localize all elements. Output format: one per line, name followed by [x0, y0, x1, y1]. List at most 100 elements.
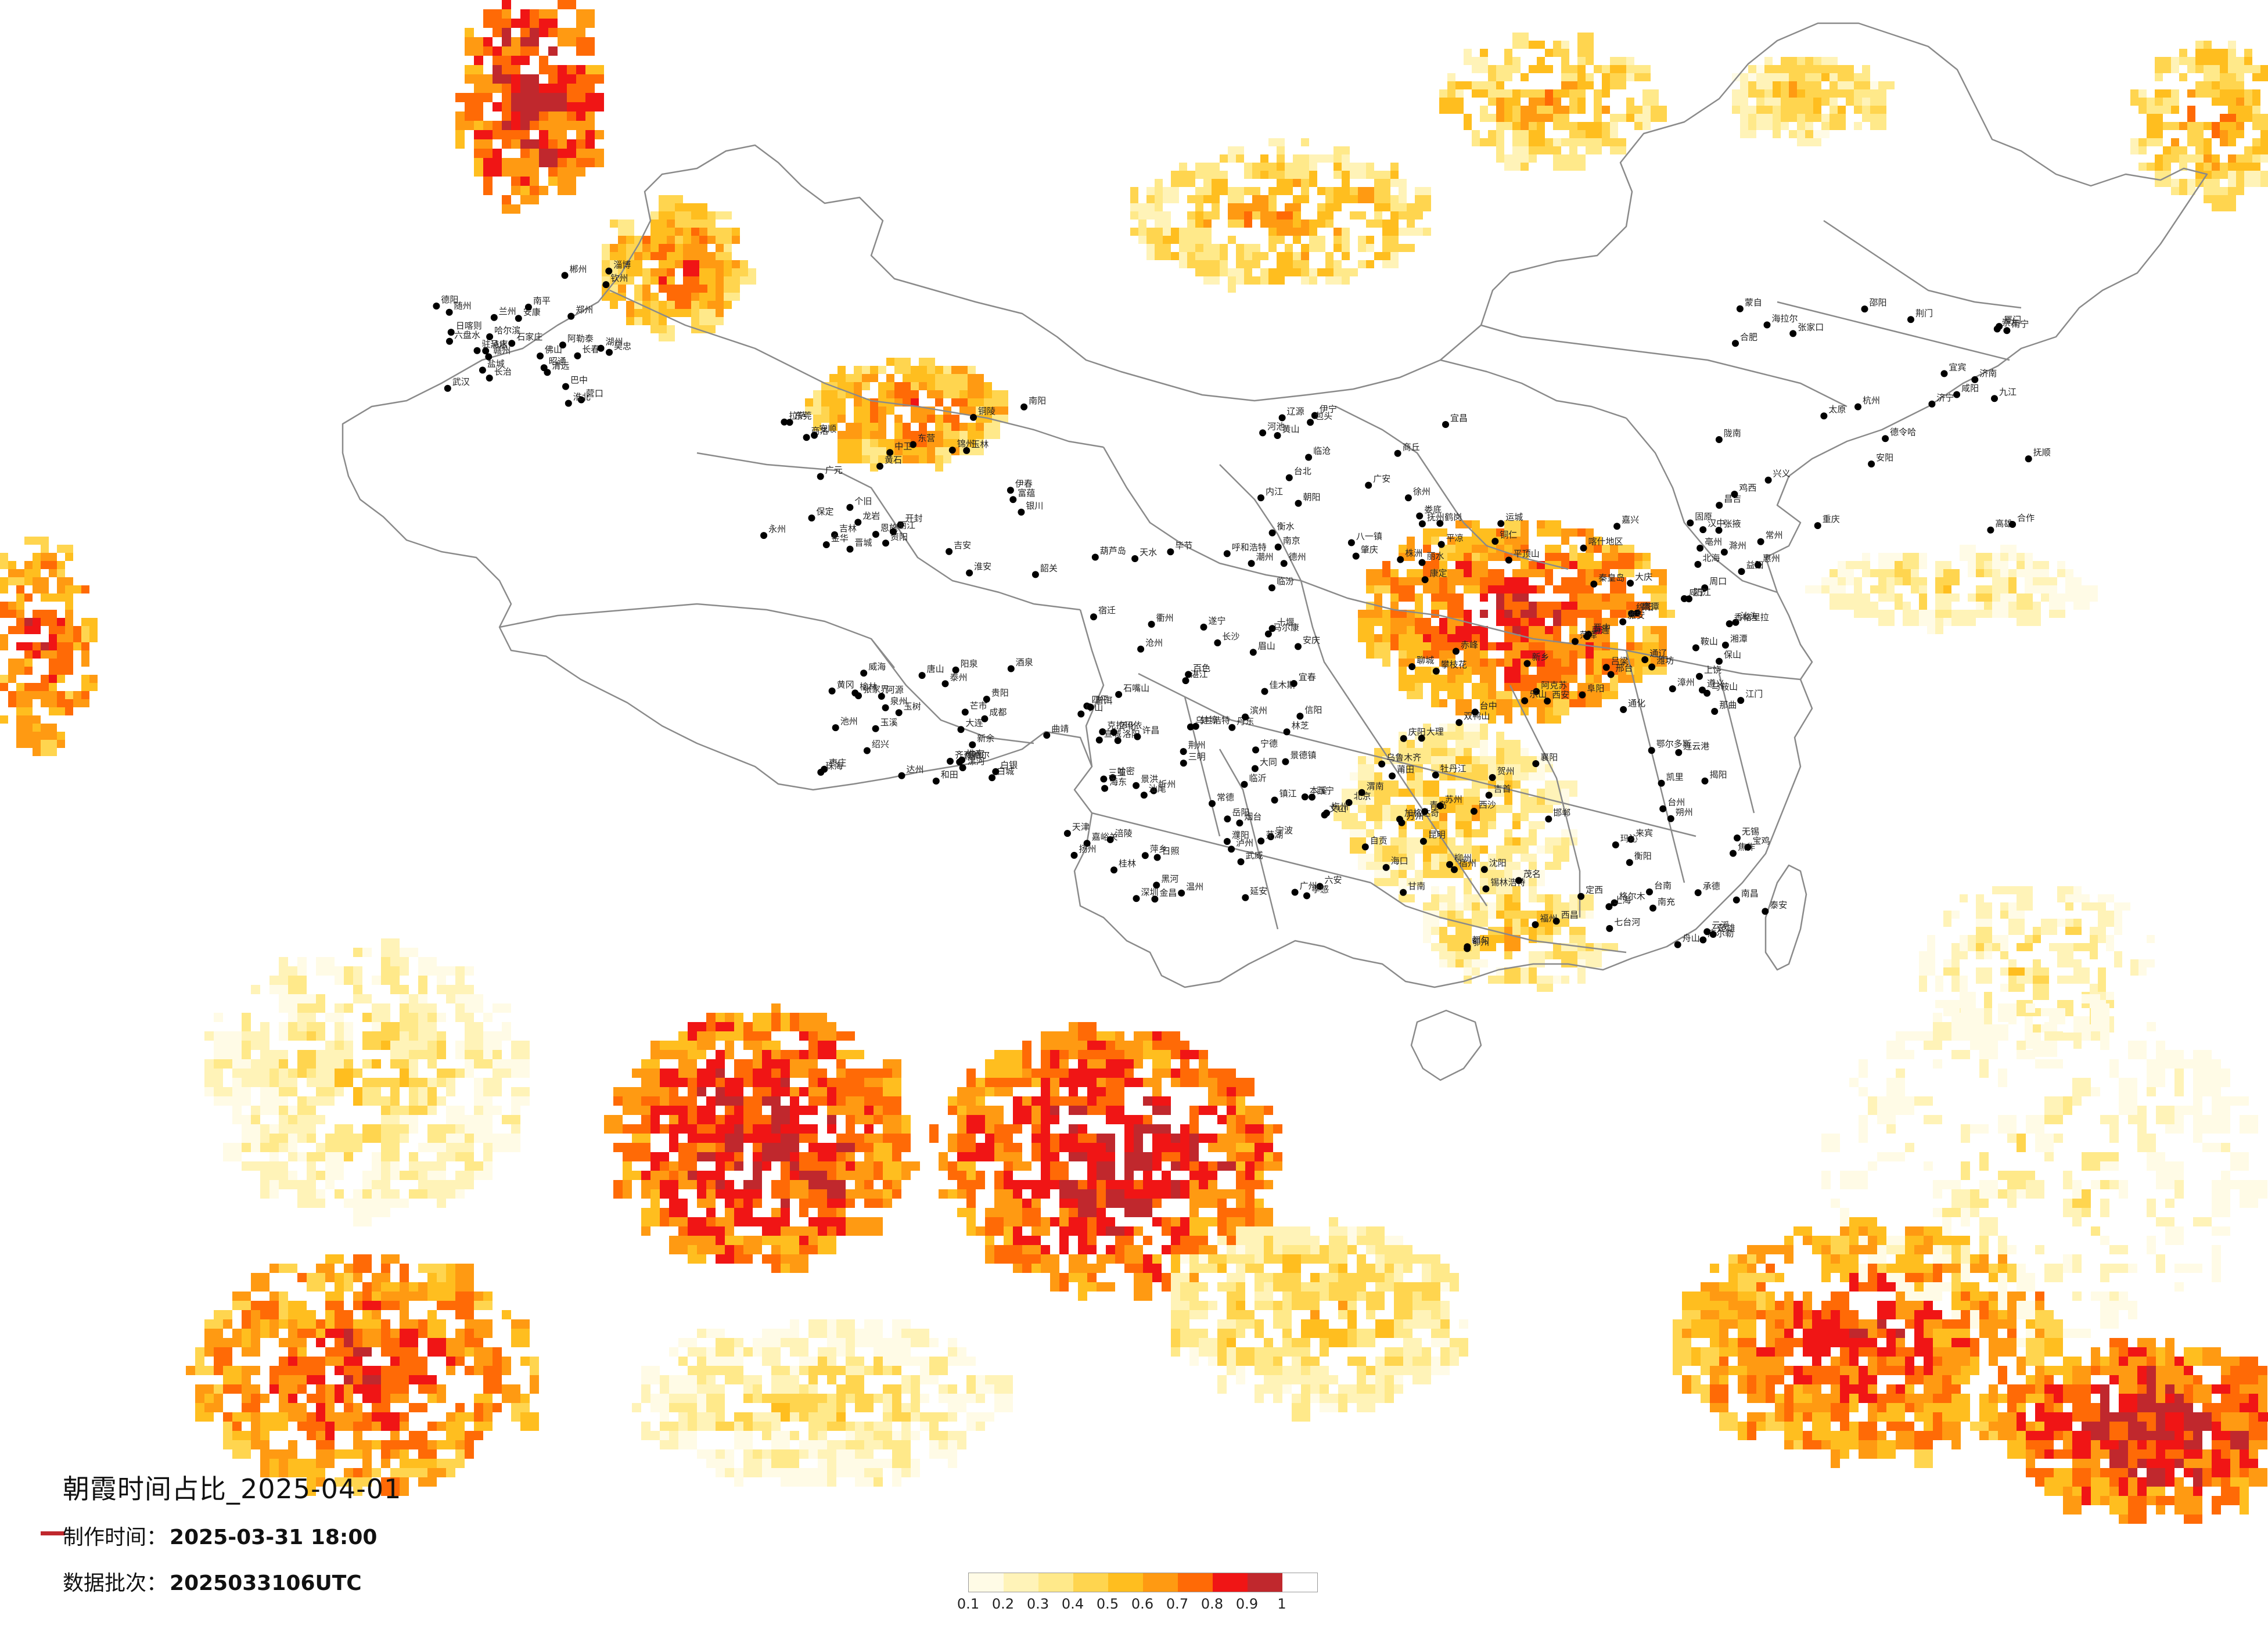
heat-cell [1152, 1199, 1162, 1208]
heat-cell [1050, 1273, 1059, 1292]
heat-cell [1512, 642, 1521, 659]
heat-cell [1357, 1366, 1366, 1375]
heat-cell [1366, 1226, 1385, 1245]
heat-cell [1162, 1217, 1171, 1236]
heat-cell [1399, 244, 1415, 252]
heat-cell [966, 1096, 976, 1106]
heat-cell [829, 398, 846, 415]
heat-cell [1087, 1273, 1097, 1282]
heat-cell [418, 1357, 427, 1375]
heat-cell [307, 1069, 316, 1078]
heat-cell [1455, 740, 1464, 756]
heat-cell [762, 1217, 781, 1236]
heat-cell [1431, 675, 1439, 691]
heat-cell [269, 1050, 288, 1059]
heat-cell [743, 1106, 762, 1124]
heat-cell [1504, 520, 1521, 537]
heat-cell [474, 130, 493, 139]
heat-cell [1821, 57, 1830, 65]
heat-cell [539, 19, 558, 28]
heat-cell [1004, 1050, 1022, 1069]
heat-cell [818, 1031, 836, 1041]
heat-cell [1537, 699, 1545, 707]
heat-cell [2000, 593, 2017, 602]
heat-cell [1594, 659, 1602, 675]
heat-cell [691, 317, 699, 333]
heat-cell [1301, 260, 1309, 276]
heat-cell [732, 228, 740, 236]
heat-cell [948, 1357, 966, 1366]
heat-cell [390, 1199, 409, 1208]
heat-cell [372, 1422, 381, 1431]
heat-cell [1976, 967, 1992, 976]
heat-cell [1561, 789, 1569, 797]
heat-cell [836, 1171, 855, 1180]
heat-cell [1022, 1161, 1031, 1171]
heat-cell [1464, 49, 1472, 65]
heat-cell [381, 1078, 400, 1087]
heat-cell [511, 1041, 530, 1059]
heat-cell [1208, 1264, 1217, 1273]
heat-cell [1610, 561, 1618, 569]
heat-cell [2025, 561, 2033, 569]
heat-cell [1013, 1264, 1022, 1273]
heat-cell [2260, 171, 2268, 187]
heat-cell [204, 1087, 214, 1096]
heat-cell [1399, 675, 1415, 691]
heat-cell [362, 1013, 372, 1022]
heat-cell [1464, 642, 1480, 659]
heat-cell [1199, 1069, 1208, 1087]
heat-cell [530, 149, 539, 158]
heat-cell [1569, 154, 1586, 171]
heat-cell [1895, 577, 1903, 585]
heat-cell [1504, 154, 1521, 171]
heat-cell [707, 228, 716, 236]
heat-cell [706, 1059, 716, 1078]
heat-cell [2008, 919, 2025, 935]
heat-cell [409, 1152, 418, 1161]
heat-cell [362, 1189, 372, 1199]
heat-cell [1187, 171, 1195, 179]
heat-cell [1594, 106, 1602, 122]
heat-cell [1244, 163, 1252, 179]
heat-cell [911, 447, 927, 455]
heat-cell [678, 1180, 697, 1189]
heat-cell [2057, 919, 2065, 927]
heat-cell [1155, 179, 1163, 195]
heat-cell [1480, 650, 1488, 659]
heat-cell [1350, 163, 1366, 179]
heat-cell [1212, 179, 1228, 195]
heat-cell [1146, 228, 1163, 244]
heat-cell [1217, 1236, 1227, 1245]
heat-cell [2187, 122, 2204, 130]
heat-cell [1180, 1152, 1189, 1171]
heat-cell [409, 1069, 418, 1078]
heat-cell [1553, 41, 1561, 57]
heat-cell [1480, 813, 1488, 829]
heat-cell [2057, 561, 2065, 569]
heat-cell [818, 1022, 836, 1031]
heat-cell [251, 1069, 269, 1078]
heat-cell [511, 1329, 530, 1347]
heat-cell [2138, 959, 2147, 976]
heat-cell [1087, 1180, 1097, 1189]
heat-cell [2065, 593, 2073, 602]
heat-cell [650, 228, 667, 244]
heat-cell [1189, 1217, 1208, 1236]
heat-cell [1472, 561, 1488, 577]
heat-cell [1464, 114, 1472, 130]
heat-cell [2179, 154, 2187, 163]
heat-cell [1764, 65, 1781, 73]
heat-cell [790, 1069, 808, 1078]
heat-cell [502, 1134, 520, 1152]
heat-cell [1626, 114, 1634, 122]
heat-cell [1078, 1282, 1087, 1301]
heat-cell [483, 1078, 502, 1096]
heat-cell [381, 1041, 390, 1050]
heat-cell [1031, 1143, 1041, 1161]
heat-cell [1431, 1319, 1440, 1329]
heat-cell [511, 1124, 520, 1134]
heat-cell [548, 139, 558, 149]
heat-cell [465, 1050, 483, 1059]
heat-cell [1329, 1375, 1338, 1384]
